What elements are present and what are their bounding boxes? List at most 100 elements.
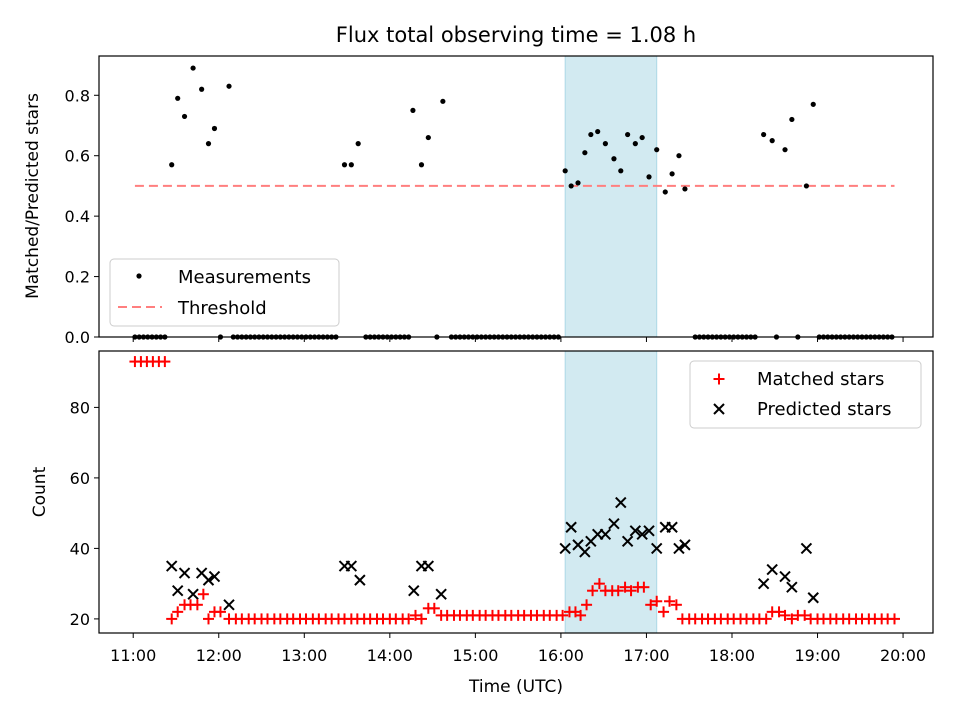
predicted-point (178, 567, 191, 579)
measurement-point (803, 183, 810, 189)
cross-stroke-b (786, 581, 798, 593)
predicted-points (166, 496, 819, 611)
measurement-point (682, 186, 688, 192)
measurement-point (568, 183, 574, 189)
cross-stroke-b (171, 584, 184, 597)
measurement-point (676, 153, 682, 159)
top-shaded-span (564, 55, 658, 338)
top-panel: 0.00.20.40.60.8 Matched/Predicted stars … (23, 55, 934, 347)
matched-point (779, 609, 791, 621)
cross-stroke-b (166, 560, 178, 572)
measurement-point (769, 138, 775, 144)
measurement-point (169, 162, 175, 168)
measurement-point (646, 174, 652, 180)
predicted-point (621, 535, 634, 548)
cross-stroke-b (572, 539, 584, 551)
measurement-point (211, 125, 218, 132)
predicted-point (599, 528, 612, 541)
matched-point (670, 599, 682, 611)
predicted-point (757, 577, 770, 590)
legend-cross (713, 403, 725, 415)
cross-stroke-b (345, 560, 358, 572)
bottom-x-tick-label: 14:00 (367, 646, 413, 665)
measurement-point (611, 156, 617, 162)
measurement-point (595, 128, 601, 135)
cross-stroke-b (713, 403, 725, 415)
bottom-y-tick-label: 60 (70, 469, 90, 488)
matched-point (625, 585, 637, 597)
matched-point (172, 606, 184, 618)
predicted-point (187, 588, 199, 600)
bottom-x-tick-label: 11:00 (110, 646, 156, 665)
cross-stroke-b (673, 542, 685, 555)
predicted-point (171, 584, 184, 597)
cross-stroke-b (800, 542, 813, 555)
bottom-legend-box (689, 360, 922, 429)
predicted-point (666, 521, 678, 533)
predicted-point (559, 542, 571, 555)
x-axis-label: Time (UTC) (468, 677, 563, 697)
cross-stroke-b (408, 584, 420, 597)
measurement-point (632, 141, 638, 147)
predicted-point (408, 584, 420, 597)
legend-predicted-marker (713, 403, 725, 415)
predicted-point (223, 599, 235, 611)
cross-stroke-b (579, 546, 591, 558)
matched-point (415, 613, 427, 625)
measurement-point (175, 95, 181, 101)
bottom-y-tick-label: 40 (70, 539, 90, 558)
matched-point (619, 581, 631, 593)
cross-stroke-b (757, 577, 770, 590)
cross-stroke-b (599, 528, 612, 541)
top-y-tick-label: 0.2 (65, 268, 90, 287)
measurement-point (205, 141, 212, 147)
predicted-point (608, 518, 620, 530)
matched-point (428, 602, 440, 614)
predicted-point (208, 570, 221, 583)
measurement-point (810, 101, 816, 107)
measurement-point (181, 113, 188, 120)
bottom-shaded-span (564, 350, 658, 634)
measurement-point (199, 86, 205, 92)
measurement-point (588, 131, 594, 138)
legend-threshold-label: Threshold (177, 298, 267, 319)
cross-stroke-b (422, 560, 435, 572)
cross-stroke-b (615, 496, 627, 509)
measurement-point (562, 168, 568, 174)
bottom-x-tick-label: 20:00 (880, 646, 926, 665)
predicted-point (422, 560, 435, 572)
predicted-point (579, 546, 591, 558)
matched-point (403, 613, 415, 625)
measurement-point (654, 147, 660, 153)
bottom-x-tick-label: 19:00 (794, 646, 840, 665)
measurement-point (440, 98, 446, 104)
matched-point (202, 613, 214, 625)
measurement-point (418, 162, 425, 168)
predicted-point (779, 570, 791, 583)
matched-point (166, 613, 178, 625)
legend-measurements-label: Measurements (178, 267, 311, 288)
matched-point (645, 599, 657, 611)
bottom-x-tick-label: 13:00 (281, 646, 327, 665)
matched-point (664, 595, 676, 607)
predicted-point (636, 528, 648, 541)
top-y-tick-label: 0.8 (65, 86, 90, 105)
predicted-point (766, 563, 778, 576)
legend-plus (713, 373, 725, 385)
predicted-point (565, 521, 577, 533)
predicted-point (643, 525, 655, 537)
measurement-point (355, 141, 361, 147)
measurement-point (639, 134, 645, 141)
legend-matched-marker (713, 373, 725, 385)
top-y-tick-label: 0.4 (65, 207, 90, 226)
matched-point (587, 585, 599, 597)
predicted-point (673, 542, 685, 555)
cross-stroke-b (621, 535, 634, 548)
matched-point (409, 609, 421, 621)
predicted-point (615, 496, 627, 509)
legend-matched-label: Matched stars (757, 369, 884, 390)
top-y-ticks: 0.0 0.2 0.4 0.6 0.8 (65, 86, 99, 347)
cross-stroke-b (202, 574, 215, 586)
matched-point (799, 609, 811, 621)
